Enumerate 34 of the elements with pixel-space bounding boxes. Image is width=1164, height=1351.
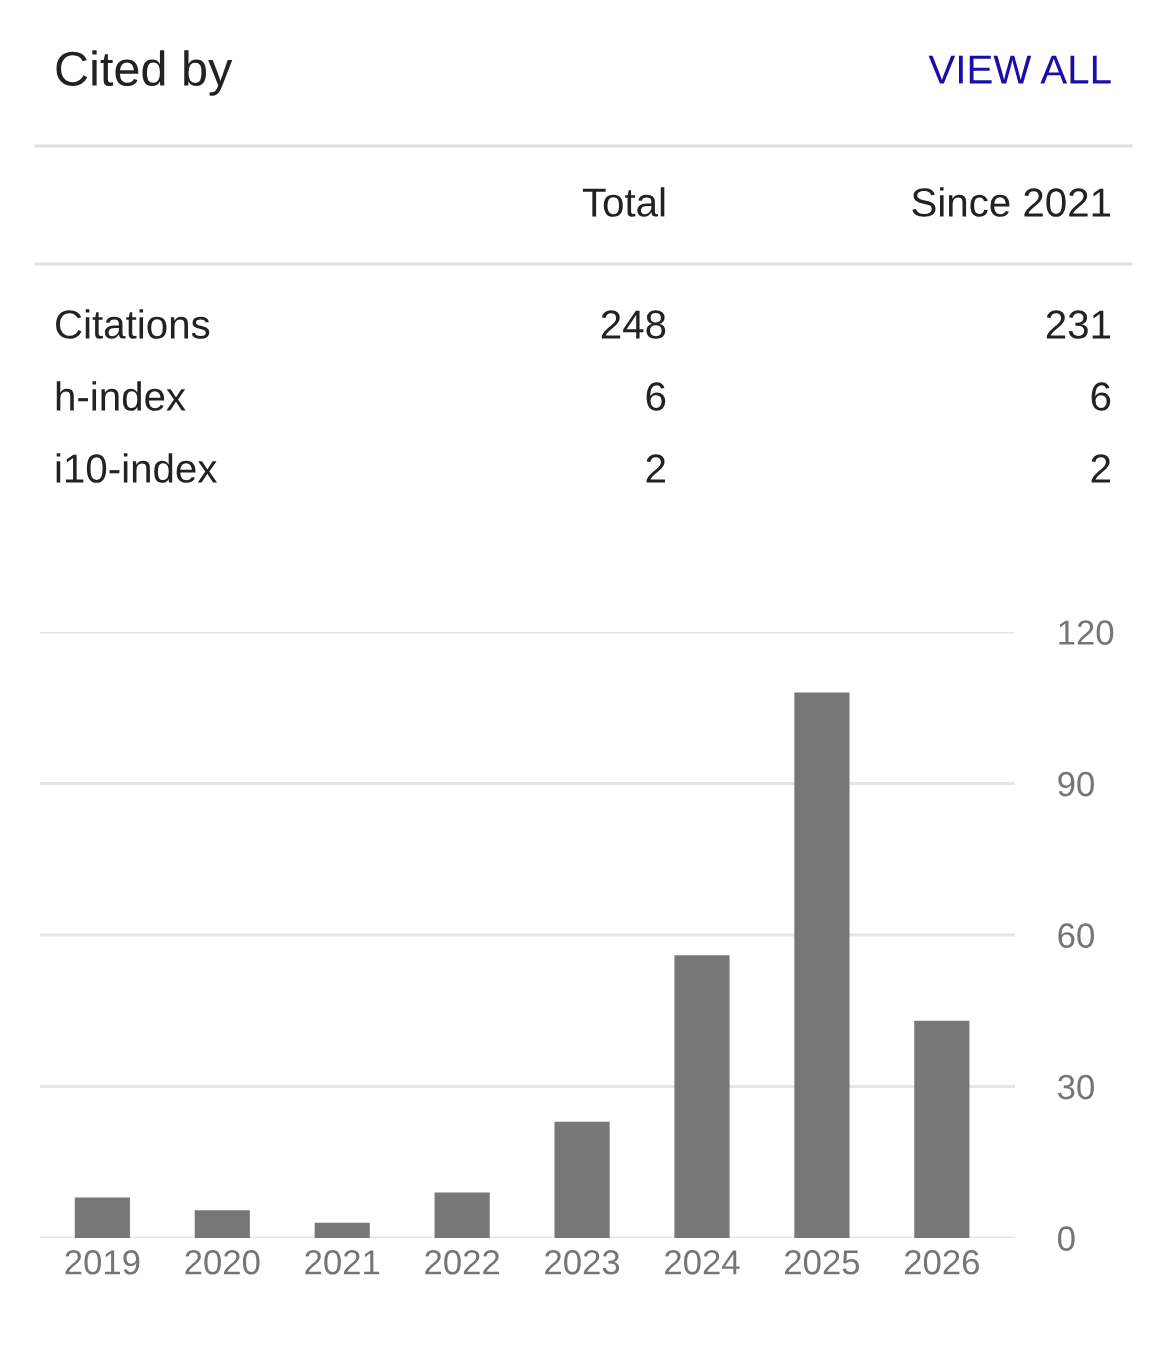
text: VIEW ALL [928, 55, 1111, 84]
y-tick-label: 120 [1059, 620, 1114, 645]
x-tick-label: 2020 [185, 1250, 260, 1275]
x-tick-label: 2021 [305, 1250, 380, 1275]
x-tick-label: 2024 [665, 1250, 740, 1275]
bar [554, 1121, 610, 1238]
text: Total [582, 187, 665, 217]
bar [914, 1020, 970, 1238]
text: 2 [646, 454, 665, 483]
y-tick-label: 60 [1058, 923, 1094, 948]
bar [314, 1222, 370, 1238]
chart-title: Cited by [56, 50, 233, 96]
text: h-index [56, 381, 186, 411]
x-tick-label: 2019 [65, 1250, 140, 1275]
x-tick-label: 2025 [785, 1250, 860, 1275]
x-tick-label: 2026 [904, 1250, 979, 1275]
x-tick-label: 2022 [425, 1250, 500, 1275]
text: Citations [56, 309, 210, 339]
text: 231 [1046, 310, 1111, 339]
bar [434, 1192, 490, 1238]
text: 2 [1091, 454, 1110, 483]
y-tick-label: 90 [1058, 771, 1094, 797]
bar [194, 1210, 250, 1238]
text: 248 [601, 310, 666, 339]
text: Since 2021 [912, 187, 1111, 217]
bar [74, 1197, 130, 1238]
text: 6 [646, 382, 666, 411]
bar [674, 955, 730, 1238]
bar [794, 692, 850, 1238]
text: 6 [1091, 382, 1111, 411]
x-tick-label: 2023 [545, 1250, 620, 1275]
text: i10-index [56, 453, 218, 483]
y-tick-label: 0 [1058, 1226, 1075, 1251]
y-tick-label: 30 [1057, 1074, 1094, 1100]
